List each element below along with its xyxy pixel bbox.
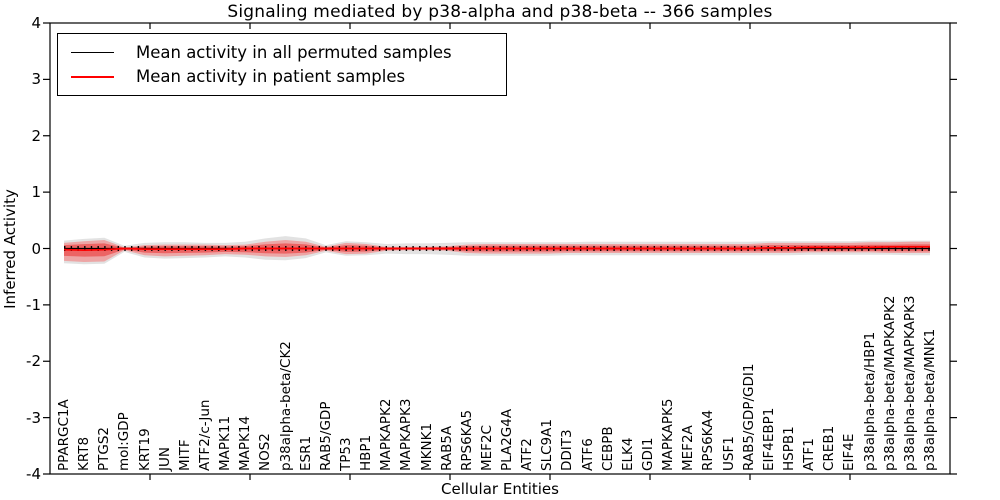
x-tick-label: MAPK14 [237,415,254,471]
x-tick-label: KRT19 [136,428,153,471]
x-tick-label: SLC9A1 [539,419,556,471]
x-tick-label: MEF2A [680,425,697,471]
y-tick-label: -2 [26,352,41,371]
x-tick-label: HBP1 [358,434,375,471]
legend-line-black [71,51,114,53]
x-tick-label: PTGS2 [96,426,113,471]
x-tick-label: p38alpha-beta/MNK1 [922,328,938,471]
x-tick-label: p38alpha-beta/CK2 [277,341,294,471]
y-tick-label: -1 [26,295,41,314]
mean-patient-line [63,245,930,252]
x-tick-label: PPARGC1A [56,399,72,471]
x-tick-label: ELK4 [619,437,636,472]
x-tick-label: p38alpha-beta/HBP1 [861,331,878,471]
x-tick-label: p38alpha-beta/MAPKAPK3 [901,295,918,472]
x-tick-label: p38alpha-beta/MAPKAPK2 [881,295,898,472]
legend-box: Mean activity in all permuted samples Me… [57,33,507,96]
x-tick-label: CEBPB [599,426,616,471]
x-tick-label: ATF2 [519,438,536,471]
x-tick-label: JUN [156,447,173,471]
x-tick-label: DDIT3 [559,429,576,471]
x-tick-label: RPS6KA4 [700,409,717,471]
x-tick-label: MITF [176,439,193,471]
legend-label-patient: Mean activity in patient samples [136,67,406,87]
y-tick-label: 0 [31,239,41,258]
x-tick-label: MAPK11 [217,415,234,471]
y-tick-label: 1 [31,183,41,202]
x-tick-label: MEF2C [478,425,495,471]
x-tick-label: MAPKAPK5 [660,398,677,471]
x-tick-label: ESR1 [297,435,314,471]
x-tick-label: GDI1 [640,437,657,471]
x-tick-label: USF1 [720,436,737,471]
x-tick-label: MKNK1 [418,422,435,471]
x-tick-label: KRT8 [76,436,93,471]
legend-item-patient: Mean activity in patient samples [58,67,506,86]
x-tick-label: TP53 [337,437,354,471]
y-tick-label: -4 [26,465,41,483]
x-tick-label: mol:GDP [116,412,133,471]
x-tick-label: HSPB1 [781,426,798,471]
x-tick-label: MAPKAPK3 [398,398,415,471]
x-tick-label: NOS2 [257,433,274,471]
chart-title: Signaling mediated by p38-alpha and p38-… [227,2,773,22]
x-tick-label: ATF6 [579,438,596,471]
legend-item-permuted: Mean activity in all permuted samples [58,43,506,62]
y-tick-label: -3 [26,408,41,427]
x-tick-label: RAB5/GDP [317,401,334,471]
x-tick-label: ATF1 [801,438,818,471]
x-tick-label: ATF2/c-Jun [196,399,213,471]
legend-line-red [71,75,114,78]
y-tick-label: 2 [31,126,41,145]
x-tick-label: EIF4E [841,433,858,471]
x-tick-label: RPS6KA5 [458,409,475,471]
x-tick-label: PLA2G4A [499,408,516,471]
patient-range-band-inner [64,243,930,257]
y-tick-label: 4 [31,14,41,32]
legend-label-permuted: Mean activity in all permuted samples [136,42,452,62]
x-tick-label: MAPKAPK2 [378,398,395,471]
x-tick-label: CREB1 [821,425,838,471]
x-tick-label: EIF4EBP1 [760,407,777,471]
y-tick-label: 3 [31,70,41,89]
x-axis-label: Cellular Entities [441,480,559,498]
x-tick-label: RAB5A [438,425,455,471]
x-tick-label: RAB5/GDP/GDI1 [740,363,757,471]
